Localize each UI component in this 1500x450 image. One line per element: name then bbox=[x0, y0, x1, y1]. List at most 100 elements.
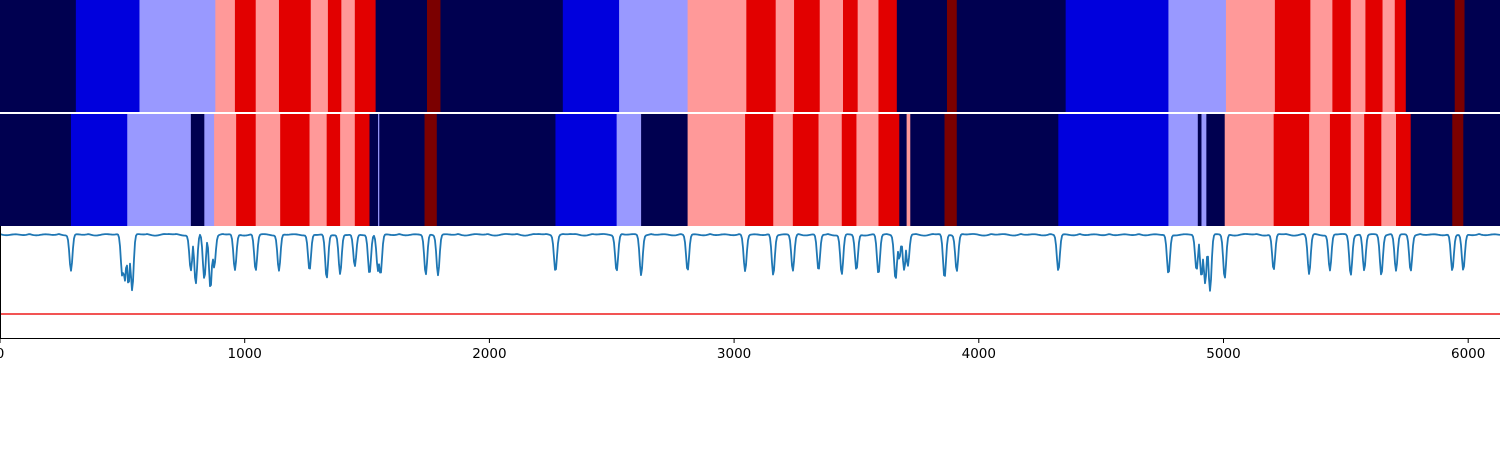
segment-light-blue bbox=[1201, 114, 1207, 226]
segment-light-red bbox=[687, 114, 746, 226]
segment-light-blue bbox=[204, 114, 215, 226]
segment-blue bbox=[562, 0, 620, 112]
segment-light-blue bbox=[127, 114, 192, 226]
segment-light-blue bbox=[139, 0, 216, 112]
segment-dark-navy bbox=[1410, 114, 1453, 226]
segment-dark-red bbox=[427, 0, 441, 112]
segment-red bbox=[354, 0, 377, 112]
segment-light-blue bbox=[619, 0, 689, 112]
segment-dark-navy bbox=[896, 0, 948, 112]
segment-dark-navy bbox=[190, 114, 205, 226]
segment-red bbox=[1329, 114, 1352, 226]
segment-light-red bbox=[1310, 0, 1333, 112]
segment-light-blue bbox=[378, 114, 380, 226]
segment-blue bbox=[1058, 114, 1169, 226]
segment-dark-navy bbox=[1463, 114, 1500, 226]
segment-light-red bbox=[215, 0, 236, 112]
segment-blue bbox=[75, 0, 140, 112]
segment-dark-navy bbox=[1464, 0, 1500, 112]
segment-dark-navy bbox=[0, 114, 72, 226]
signal-line bbox=[0, 233, 1500, 292]
segment-red bbox=[746, 0, 777, 112]
segment-light-red bbox=[1381, 114, 1397, 226]
segment-red bbox=[794, 0, 821, 112]
segment-light-red bbox=[906, 114, 911, 226]
segment-light-red bbox=[818, 114, 843, 226]
segment-red bbox=[280, 114, 310, 226]
segment-dark-navy bbox=[379, 114, 425, 226]
segment-blue bbox=[555, 114, 618, 226]
segment-light-red bbox=[255, 114, 281, 226]
segment-dark-navy bbox=[436, 114, 556, 226]
x-tick-label: 6000 bbox=[1451, 346, 1485, 362]
segment-light-red bbox=[773, 114, 794, 226]
segment-light-red bbox=[1350, 114, 1365, 226]
segment-red bbox=[745, 114, 774, 226]
segment-light-blue bbox=[1168, 114, 1199, 226]
segmentation-row-1 bbox=[0, 0, 1500, 112]
segment-dark-red bbox=[1454, 0, 1465, 112]
segment-light-red bbox=[214, 114, 237, 226]
x-tick-label: 5000 bbox=[1206, 346, 1240, 362]
segment-red bbox=[326, 114, 341, 226]
segment-dark-navy bbox=[1206, 114, 1226, 226]
segment-red bbox=[842, 0, 859, 112]
segment-red bbox=[1332, 0, 1352, 112]
segment-light-red bbox=[255, 0, 280, 112]
x-tick-label: 4000 bbox=[962, 346, 996, 362]
segment-red bbox=[1396, 114, 1412, 226]
segment-red bbox=[878, 114, 900, 226]
segment-dark-navy bbox=[956, 0, 1067, 112]
segment-light-blue bbox=[616, 114, 642, 226]
segmentation-rows bbox=[0, 0, 1500, 226]
segment-light-red bbox=[340, 114, 356, 226]
signal-panel bbox=[0, 226, 1500, 338]
segment-light-red bbox=[1225, 0, 1276, 112]
x-tick-label: 3000 bbox=[717, 346, 751, 362]
segment-light-red bbox=[1224, 114, 1275, 226]
segment-light-red bbox=[1309, 114, 1331, 226]
segment-red bbox=[841, 114, 857, 226]
segment-dark-navy bbox=[899, 114, 908, 226]
segment-dark-red bbox=[1452, 114, 1464, 226]
segment-red bbox=[327, 0, 342, 112]
segment-light-red bbox=[775, 0, 795, 112]
segment-light-red bbox=[687, 0, 747, 112]
segment-light-red bbox=[309, 114, 328, 226]
segment-red bbox=[878, 0, 898, 112]
segment-dark-navy bbox=[0, 0, 77, 112]
segment-red bbox=[1274, 0, 1311, 112]
segment-dark-navy bbox=[956, 114, 1059, 226]
segment-dark-navy bbox=[910, 114, 945, 226]
segment-light-red bbox=[341, 0, 356, 112]
segment-dark-red bbox=[946, 0, 958, 112]
segment-dark-navy bbox=[641, 114, 688, 226]
segment-dark-navy bbox=[1197, 114, 1202, 226]
segment-red bbox=[234, 0, 257, 112]
x-tick-label: 2000 bbox=[472, 346, 506, 362]
x-tick-label: 0 bbox=[0, 346, 4, 362]
segment-light-blue bbox=[1168, 0, 1227, 112]
segment-dark-red bbox=[424, 114, 438, 226]
segment-light-red bbox=[819, 0, 844, 112]
segment-light-red bbox=[1382, 0, 1396, 112]
segment-red bbox=[278, 0, 312, 112]
segment-light-red bbox=[1350, 0, 1366, 112]
segment-red bbox=[1394, 0, 1407, 112]
segmentation-row-2 bbox=[0, 114, 1500, 226]
segment-light-red bbox=[310, 0, 329, 112]
segment-red bbox=[236, 114, 257, 226]
segment-red bbox=[792, 114, 819, 226]
segment-dark-navy bbox=[1405, 0, 1456, 112]
x-axis: 0 1000 2000 3000 4000 5000 6000 bbox=[0, 338, 1500, 362]
segment-blue bbox=[1065, 0, 1169, 112]
segment-dark-navy bbox=[440, 0, 564, 112]
segment-blue bbox=[70, 114, 128, 226]
signal-background bbox=[0, 226, 1500, 338]
segment-dark-navy bbox=[369, 114, 379, 226]
segment-red bbox=[1273, 114, 1310, 226]
segment-light-red bbox=[857, 0, 879, 112]
segment-red bbox=[354, 114, 370, 226]
segment-red bbox=[1364, 114, 1382, 226]
